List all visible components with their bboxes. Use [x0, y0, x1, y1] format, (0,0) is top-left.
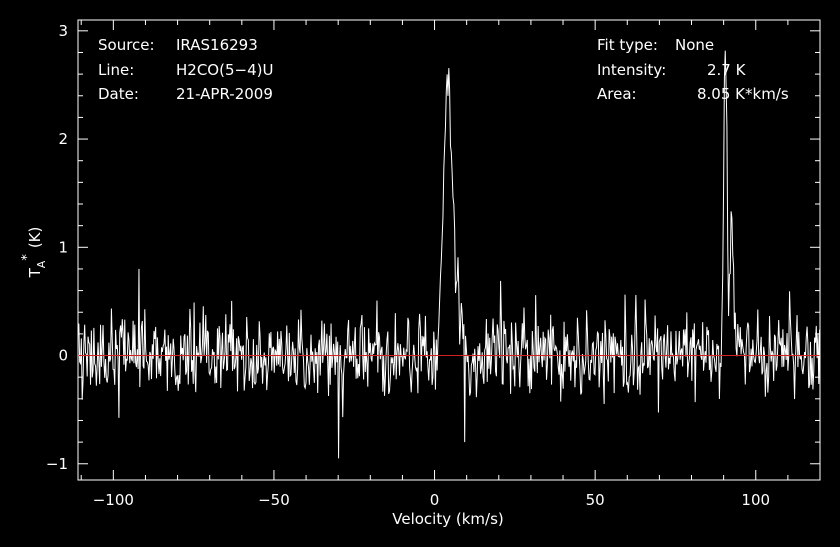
axis-ticks: −100 −50 0 50 100 −1 0 1 2 3 [46, 20, 821, 509]
y-tick-label: 0 [58, 347, 68, 365]
source-value: IRAS16293 [176, 36, 258, 54]
intensity-label: Intensity: [597, 61, 666, 79]
y-axis-label-main: T [26, 267, 44, 278]
area-label: Area: [597, 85, 637, 103]
header-left: Source: IRAS16293 Line: H2CO(5−4)U Date:… [98, 36, 273, 103]
line-value: H2CO(5−4)U [176, 61, 273, 79]
spectrum-series [77, 50, 821, 459]
x-tick-label: 0 [430, 491, 440, 509]
y-axis-label-unit: (K) [26, 227, 44, 249]
x-tick-label: −100 [93, 491, 134, 509]
intensity-value: 2.7 K [707, 61, 747, 79]
y-tick-label: 2 [58, 130, 68, 148]
y-axis-label: TA* (K) [20, 227, 48, 279]
area-value: 8.05 K*km/s [697, 85, 789, 103]
header-right: Fit type: None Intensity: 2.7 K Area: 8.… [597, 36, 789, 103]
x-axis-label: Velocity (km/s) [392, 510, 503, 528]
line-label: Line: [98, 61, 134, 79]
y-axis-label-super: * [20, 254, 35, 261]
y-tick-label: −1 [46, 455, 68, 473]
spectrum-line [77, 50, 821, 459]
y-axis-label-sub: A [35, 260, 48, 268]
x-tick-label: −50 [258, 491, 290, 509]
date-label: Date: [98, 85, 139, 103]
source-label: Source: [98, 36, 155, 54]
fit-type-value: None [675, 36, 714, 54]
plot-frame [77, 19, 821, 481]
y-tick-label: 3 [58, 22, 68, 40]
fit-type-label: Fit type: [597, 36, 658, 54]
date-value: 21-APR-2009 [176, 85, 273, 103]
x-tick-label: 50 [586, 491, 605, 509]
x-tick-label: 100 [741, 491, 770, 509]
y-tick-label: 1 [58, 238, 68, 256]
